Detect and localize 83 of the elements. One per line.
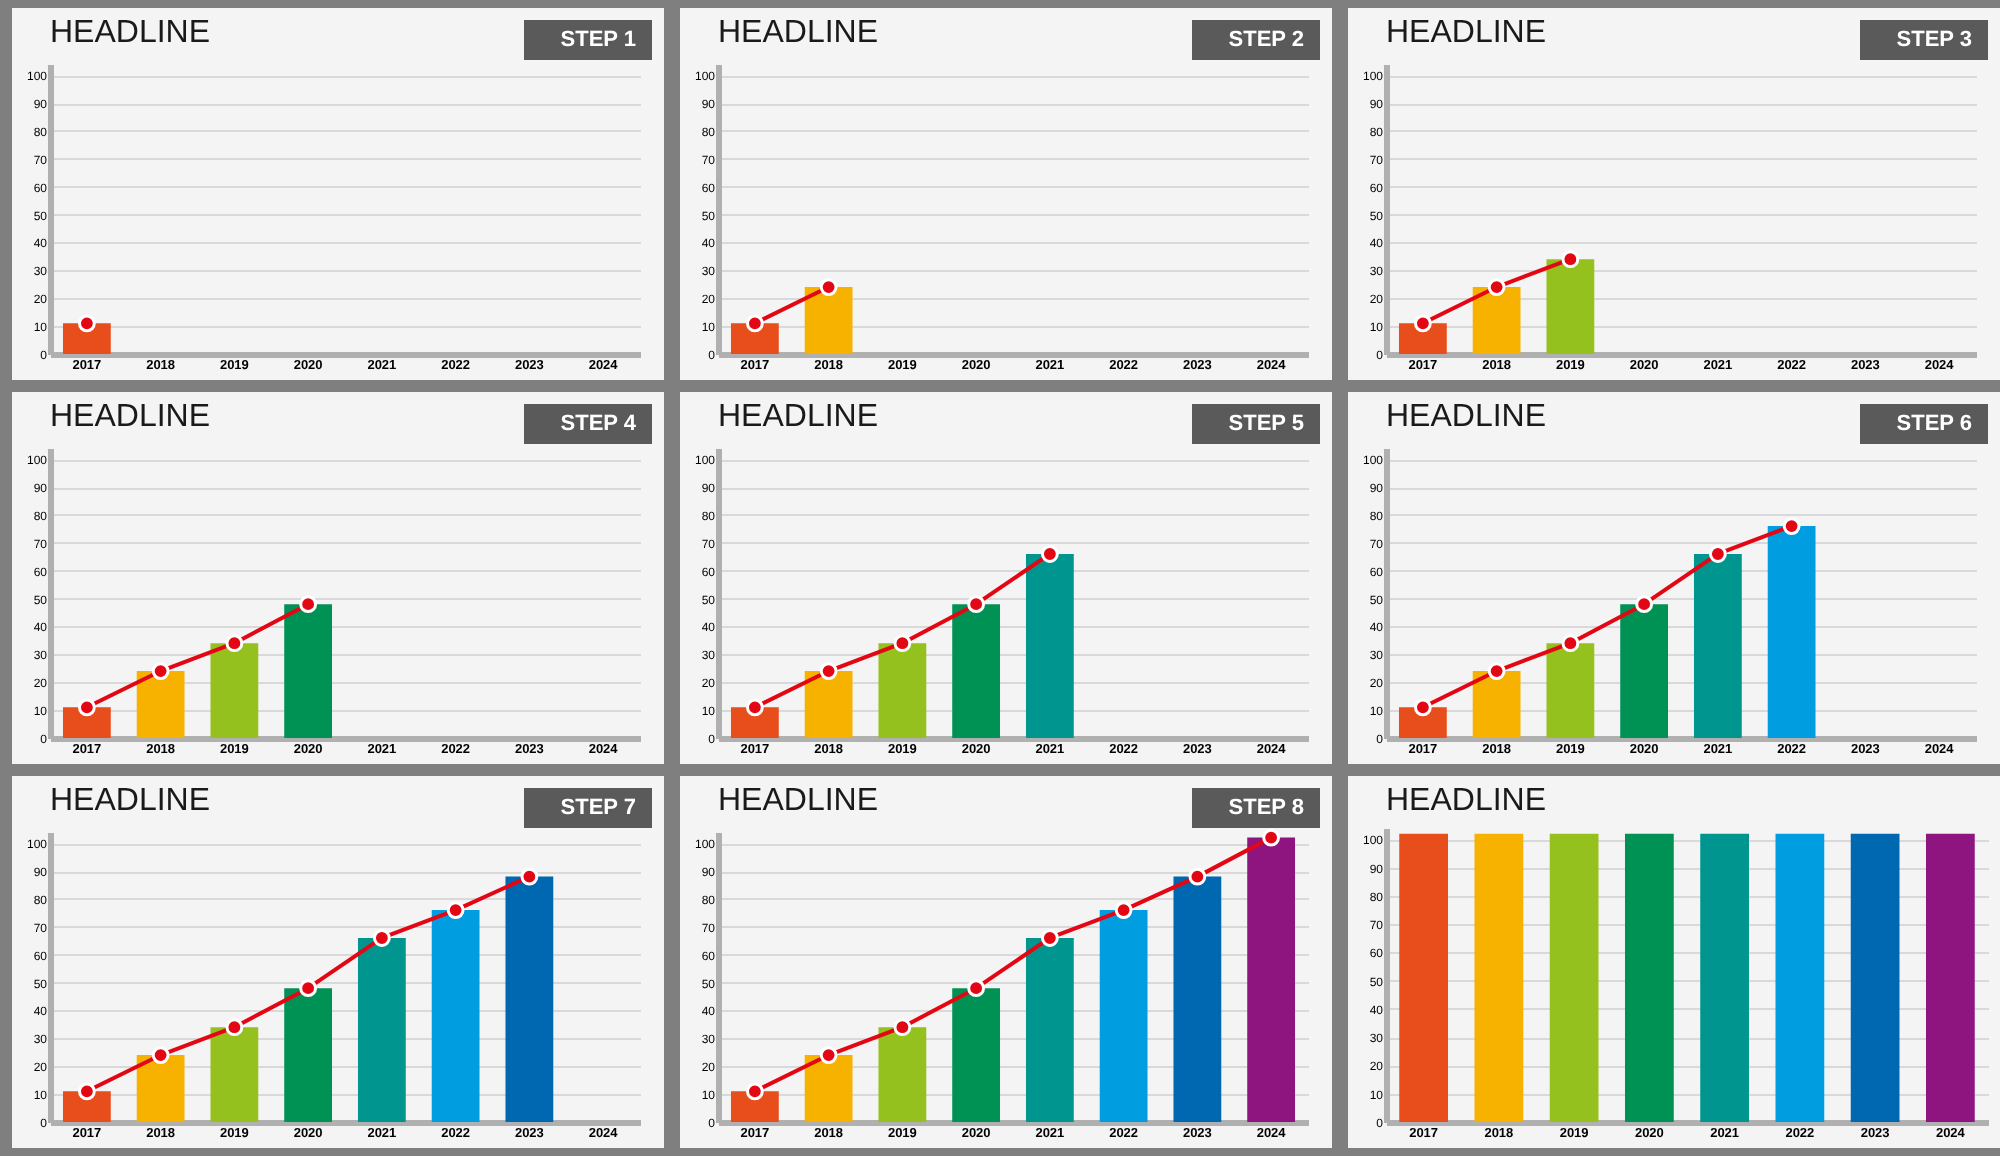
bar xyxy=(1546,643,1595,738)
bar xyxy=(210,643,259,738)
chart-title: HEADLINE xyxy=(718,784,879,818)
point xyxy=(299,979,318,998)
point xyxy=(1561,250,1580,269)
point xyxy=(1188,867,1207,886)
point xyxy=(1114,901,1133,919)
chart-title: HEADLINE xyxy=(1386,400,1547,434)
point xyxy=(1487,278,1506,296)
point xyxy=(893,634,912,653)
point xyxy=(1561,634,1580,653)
point xyxy=(1782,517,1801,535)
bar xyxy=(1247,837,1296,1122)
chart-subtitle: STEP 4 xyxy=(560,412,638,436)
bar xyxy=(1173,876,1222,1122)
point xyxy=(967,979,986,998)
point xyxy=(151,662,170,680)
bar xyxy=(730,1091,779,1122)
bar xyxy=(730,707,779,738)
chart-subtitle: STEP 3 xyxy=(1896,28,1972,52)
point xyxy=(1635,595,1654,614)
chart-subtitle: STEP 5 xyxy=(1228,412,1304,436)
bar xyxy=(1099,910,1148,1122)
point xyxy=(745,698,764,717)
chart-title: HEADLINE xyxy=(1386,16,1547,50)
point xyxy=(967,595,986,614)
bar xyxy=(1767,526,1816,738)
bar xyxy=(878,1027,927,1122)
bar xyxy=(284,988,333,1122)
bar xyxy=(878,643,927,738)
chart-title: HEADLINE xyxy=(50,784,211,818)
bar xyxy=(136,1055,185,1122)
bar xyxy=(1472,287,1521,354)
point xyxy=(1040,929,1059,947)
chart-title: HEADLINE xyxy=(718,400,879,434)
point xyxy=(819,662,838,680)
chart-subtitle: STEP 1 xyxy=(560,28,636,52)
point xyxy=(225,1018,244,1037)
bar xyxy=(804,1055,853,1122)
bar xyxy=(62,707,111,738)
bar xyxy=(505,876,554,1122)
bar xyxy=(1546,259,1595,354)
point xyxy=(1487,662,1506,680)
chart-title: HEADLINE xyxy=(718,16,879,50)
point xyxy=(299,595,318,614)
bar xyxy=(1620,604,1669,738)
point xyxy=(1262,828,1281,847)
point xyxy=(77,698,96,717)
point xyxy=(819,1046,838,1064)
point xyxy=(1413,314,1432,333)
point xyxy=(372,929,391,947)
point xyxy=(520,867,539,886)
bar xyxy=(284,604,333,738)
chart-subtitle: STEP 2 xyxy=(1228,28,1304,52)
bar xyxy=(1025,937,1074,1122)
point xyxy=(1708,545,1727,563)
chart-title: HEADLINE xyxy=(50,16,211,50)
bar xyxy=(952,988,1001,1122)
bar xyxy=(62,1091,111,1122)
point xyxy=(893,1018,912,1037)
point xyxy=(745,1082,764,1101)
bar xyxy=(431,910,480,1122)
point xyxy=(446,901,465,919)
chart-subtitle: STEP 7 xyxy=(560,796,636,820)
bar xyxy=(1025,553,1074,738)
bar xyxy=(1398,323,1447,354)
chart-subtitle: STEP 6 xyxy=(1896,412,1972,436)
bar xyxy=(210,1027,259,1122)
point xyxy=(1040,545,1059,563)
bar xyxy=(1472,671,1521,738)
bar xyxy=(804,671,853,738)
chart-subtitle: STEP 8 xyxy=(1228,796,1304,820)
point xyxy=(77,1082,96,1101)
point xyxy=(151,1046,170,1064)
bar xyxy=(357,937,406,1122)
chart-title: HEADLINE xyxy=(50,400,211,434)
bar xyxy=(1398,707,1447,738)
bar xyxy=(952,604,1001,738)
bar xyxy=(1693,553,1742,738)
point xyxy=(1413,698,1432,717)
point xyxy=(225,634,244,653)
bar xyxy=(136,671,185,738)
chart-title: HEADLINE xyxy=(1386,784,1547,818)
